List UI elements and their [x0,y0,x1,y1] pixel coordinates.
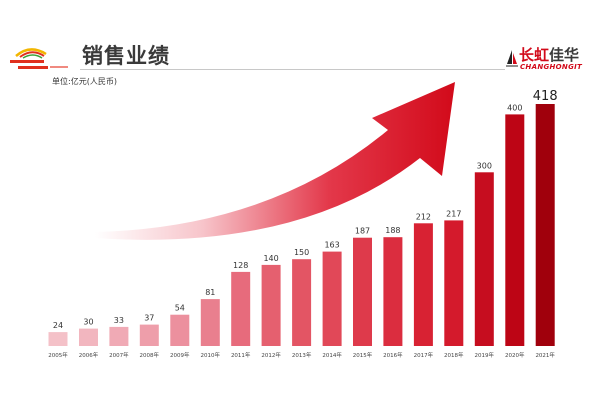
bar-2021 [535,104,555,346]
year-label-2020: 2020年 [505,351,525,359]
page-title: 销售业绩 [82,44,170,68]
value-label-2012: 140 [263,254,278,263]
value-label-2005: 24 [53,321,63,330]
year-label-2013: 2013年 [292,351,312,359]
year-label-2021: 2021年 [535,351,555,359]
bar-2016 [383,237,403,346]
value-label-2014: 163 [324,241,339,250]
value-label-2010: 81 [205,288,215,297]
year-label-2007: 2007年 [109,351,129,359]
partner-logo [10,48,68,69]
bar-2011 [231,271,251,346]
bar-2005 [48,332,68,346]
year-label-2010: 2010年 [201,351,221,359]
year-label-2008: 2008年 [140,351,160,359]
bar-2009 [170,314,190,346]
year-label-2015: 2015年 [353,351,373,359]
bar-2010 [200,299,220,346]
year-label-2009: 2009年 [170,351,190,359]
year-label-2017: 2017年 [414,351,434,359]
company-logo: 长虹佳华 CHANGHONGIT [506,44,596,74]
value-label-2021: 418 [533,89,558,104]
sail-icon [506,50,518,67]
value-label-2013: 150 [294,248,309,257]
year-label-2014: 2014年 [322,351,342,359]
brand-name-dark: 佳华 [549,46,580,64]
bar-2008 [139,324,159,346]
bars-group: 24 2005年 30 2006年 33 2007年 37 2008年 54 2009年 81 201… [48,89,557,359]
bar-2013 [292,259,312,346]
bar-2015 [353,237,372,346]
value-label-2011: 128 [233,261,248,270]
bar-2006 [79,328,98,346]
value-label-2020: 400 [507,103,522,112]
value-label-2019: 300 [477,161,492,170]
value-label-2008: 37 [144,314,154,323]
value-label-2015: 187 [355,227,370,236]
brand-name-cn: 长虹佳华 [519,44,579,65]
year-label-2016: 2016年 [383,351,403,359]
value-label-2009: 54 [175,304,185,313]
year-label-2012: 2012年 [261,351,281,359]
growth-arrow [95,82,455,240]
year-label-2011: 2011年 [231,351,251,359]
bar-2017 [413,223,433,346]
bar-2014 [322,251,342,346]
brand-name-red: 长虹 [519,46,550,64]
header-divider [80,69,505,70]
value-label-2017: 212 [416,212,431,221]
year-label-2006: 2006年 [79,351,99,359]
bar-2007 [109,326,129,346]
value-label-2016: 188 [385,226,400,235]
bar-2020 [505,114,525,347]
bar-2019 [474,172,494,346]
year-label-2019: 2019年 [475,351,495,359]
value-label-2007: 33 [114,316,124,325]
year-label-2018: 2018年 [444,351,464,359]
bar-2012 [261,264,281,346]
unit-label: 单位:亿元(人民币) [52,77,117,86]
value-label-2006: 30 [83,318,93,327]
year-label-2005: 2005年 [48,351,68,359]
brand-name-en: CHANGHONGIT [520,63,583,71]
value-label-2018: 217 [446,209,461,218]
bar-2018 [444,220,464,346]
